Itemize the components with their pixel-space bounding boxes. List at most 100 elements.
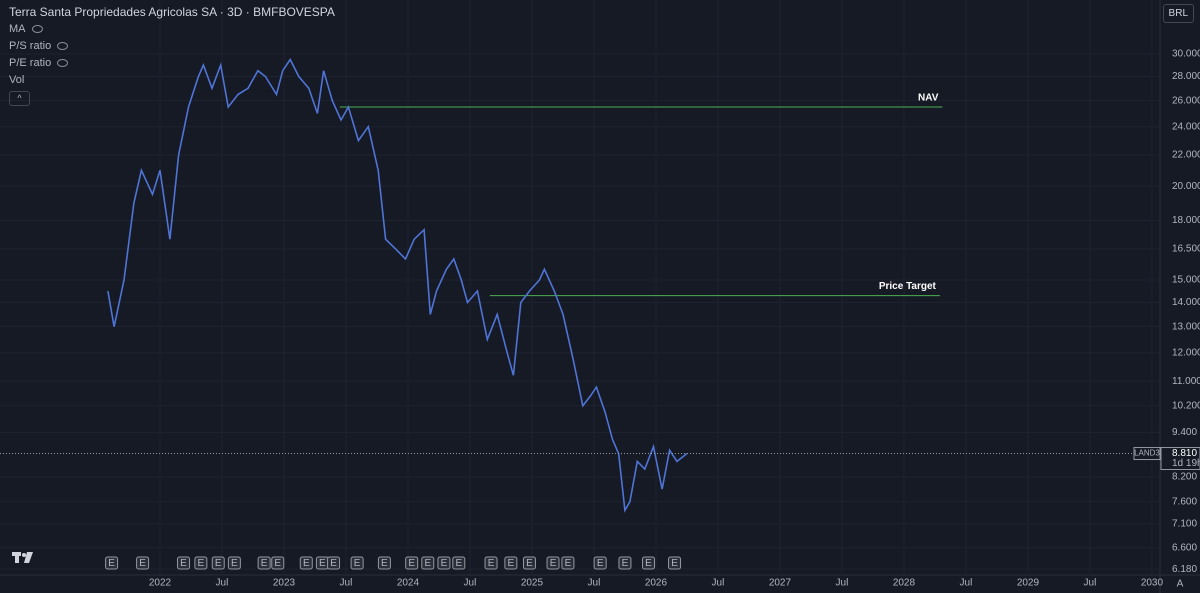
earnings-label: E (508, 558, 515, 569)
earnings-marker (561, 556, 575, 570)
earnings-label: E (408, 558, 415, 569)
y-tick-label: 28.000 (1172, 71, 1200, 82)
y-tick-label: 7.100 (1172, 519, 1197, 530)
earnings-marker (452, 556, 466, 570)
earnings-marker (257, 556, 271, 570)
x-tick-label: Jul (340, 578, 353, 589)
earnings-label: E (139, 558, 146, 569)
auto-scale[interactable]: A (1177, 579, 1184, 590)
price-tag-label: 8.810 (1172, 448, 1197, 459)
earnings-marker (227, 556, 241, 570)
x-tick-label: 2026 (645, 578, 668, 589)
x-tick-label: 2022 (149, 578, 172, 589)
earnings-label: E (303, 558, 310, 569)
earnings-label: E (441, 558, 448, 569)
earnings-marker (105, 556, 119, 570)
y-tick-label: 12.000 (1172, 347, 1200, 358)
earnings-label: E (319, 558, 326, 569)
earnings-label: E (274, 558, 281, 569)
earnings-label: E (198, 558, 205, 569)
earnings-marker (484, 556, 498, 570)
x-tick-label: Jul (960, 578, 973, 589)
y-tick-label: 18.000 (1172, 215, 1200, 226)
earnings-label: E (424, 558, 431, 569)
earnings-marker (405, 556, 419, 570)
indicator[interactable]: P/E ratio (9, 55, 335, 72)
x-tick-label: Jul (216, 578, 229, 589)
indicator-name: Vol (9, 74, 25, 86)
earnings-marker (194, 556, 208, 570)
x-tick-label: Jul (712, 578, 725, 589)
earnings-label: E (550, 558, 557, 569)
legend: Terra Santa Propriedades Agricolas SA · … (9, 4, 335, 89)
x-tick-label: 2023 (273, 578, 296, 589)
earnings-marker (437, 556, 451, 570)
x-tick-label: Jul (836, 578, 849, 589)
earnings-label: E (565, 558, 572, 569)
earnings-label: E (597, 558, 604, 569)
earnings-label: E (354, 558, 361, 569)
earnings-label: E (261, 558, 268, 569)
earnings-marker (177, 556, 191, 570)
y-tick-label: 14.000 (1172, 297, 1200, 308)
y-tick-label: 7.600 (1172, 496, 1197, 507)
earnings-marker (377, 556, 391, 570)
earnings-marker (271, 556, 285, 570)
indicator[interactable]: MA (9, 21, 335, 38)
earnings-label: E (455, 558, 462, 569)
y-tick-label: 9.400 (1172, 427, 1197, 438)
earnings-marker (504, 556, 518, 570)
symbol-tag (1133, 447, 1161, 461)
y-tick-label: 24.000 (1172, 121, 1200, 132)
earnings-marker (350, 556, 364, 570)
indicator[interactable]: Vol (9, 72, 335, 89)
earnings-label: E (180, 558, 187, 569)
earnings-marker (327, 556, 341, 570)
x-tick-label: Jul (1084, 578, 1097, 589)
indicator-name: P/S ratio (9, 40, 52, 52)
symbol-tag-label: LAND3 (1134, 449, 1160, 458)
earnings-marker (136, 556, 150, 570)
x-tick-label: Jul (464, 578, 477, 589)
x-tick-label: Jul (588, 578, 601, 589)
earnings-label: E (231, 558, 238, 569)
earnings-label: E (330, 558, 337, 569)
earnings-label: E (488, 558, 495, 569)
y-tick-label: 6.180 (1172, 564, 1197, 575)
annotation-label: Price Target (879, 281, 937, 292)
collapse-button[interactable]: ^ (9, 91, 30, 106)
y-tick-label: 26.000 (1172, 95, 1200, 106)
indicator[interactable]: P/S ratio (9, 38, 335, 55)
annotation-label: NAV (918, 93, 939, 104)
y-tick-label: 8.200 (1172, 472, 1197, 483)
earnings-marker (299, 556, 313, 570)
price-line (107, 57, 688, 513)
y-tick-label: 10.200 (1172, 400, 1200, 411)
earnings-label: E (622, 558, 629, 569)
earnings-label: E (526, 558, 533, 569)
earnings-label: E (671, 558, 678, 569)
earnings-marker (522, 556, 536, 570)
y-tick-label: 11.000 (1172, 376, 1200, 387)
indicator-name: P/E ratio (9, 57, 52, 69)
earnings-label: E (108, 558, 115, 569)
symbol-title: Terra Santa Propriedades Agricolas SA · … (9, 5, 335, 19)
x-tick-label: 2029 (1017, 578, 1040, 589)
earnings-marker (618, 556, 632, 570)
earnings-marker (642, 556, 656, 570)
y-tick-label: 6.600 (1172, 542, 1197, 553)
tv-logo (12, 552, 33, 563)
earnings-marker (546, 556, 560, 570)
y-tick-label: 30.000 (1172, 49, 1200, 60)
y-tick-label: 15.000 (1172, 275, 1200, 286)
y-tick-label: 22.000 (1172, 150, 1200, 161)
currency-button[interactable]: BRL (1162, 4, 1194, 23)
price-tag (1160, 447, 1200, 471)
y-tick-label: 13.000 (1172, 321, 1200, 332)
earnings-label: E (645, 558, 652, 569)
indicator-name: MA (9, 23, 26, 35)
earnings-label: E (381, 558, 388, 569)
y-tick-label: 20.000 (1172, 181, 1200, 192)
